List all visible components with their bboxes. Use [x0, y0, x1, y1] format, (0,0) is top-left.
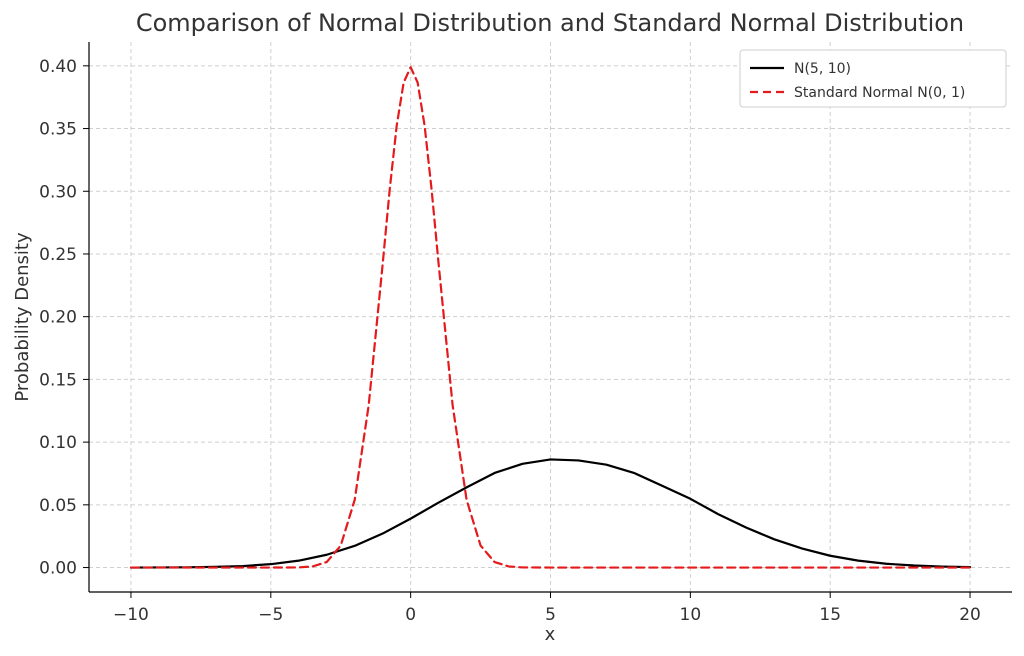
y-tick-label-5: 0.25 — [39, 245, 77, 265]
grid-layer — [89, 42, 1012, 592]
series-line-0 — [129, 458, 972, 569]
legend-box — [739, 49, 1007, 108]
x-tick-label-3: 5 — [545, 605, 556, 625]
y-tick-label-6: 0.30 — [39, 182, 77, 202]
x-tick-label-5: 15 — [819, 605, 841, 625]
x-tick-label-0: −10 — [113, 605, 149, 625]
series-layer — [129, 66, 972, 569]
x-tick-label-4: 10 — [680, 605, 702, 625]
legend-label-n5-10: N(5, 10) — [794, 61, 851, 77]
chart-title: Comparison of Normal Distribution and St… — [136, 9, 964, 37]
y-tick-label-7: 0.35 — [39, 120, 77, 140]
x-axis-label: x — [545, 624, 556, 645]
y-tick-label-3: 0.15 — [39, 370, 77, 390]
y-tick-label-1: 0.05 — [39, 496, 77, 516]
y-tick-label-2: 0.10 — [39, 433, 77, 453]
y-tick-label-4: 0.20 — [39, 308, 77, 328]
legend: N(5, 10) Standard Normal N(0, 1) — [739, 49, 1007, 108]
x-tick-label-2: 0 — [405, 605, 416, 625]
series-line-1 — [129, 66, 972, 569]
y-tick-label-8: 0.40 — [39, 57, 77, 77]
legend-label-standard-normal: Standard Normal N(0, 1) — [794, 85, 965, 101]
x-tick-label-6: 20 — [959, 605, 981, 625]
x-tick-label-1: −5 — [258, 605, 283, 625]
y-tick-label-0: 0.00 — [39, 559, 77, 579]
ticks-layer: −10 −5 0 5 10 15 20 0.00 0.05 0.10 0.15 0.20 0.25 0.3… — [39, 57, 981, 625]
y-axis-label: Probability Density — [12, 232, 33, 402]
